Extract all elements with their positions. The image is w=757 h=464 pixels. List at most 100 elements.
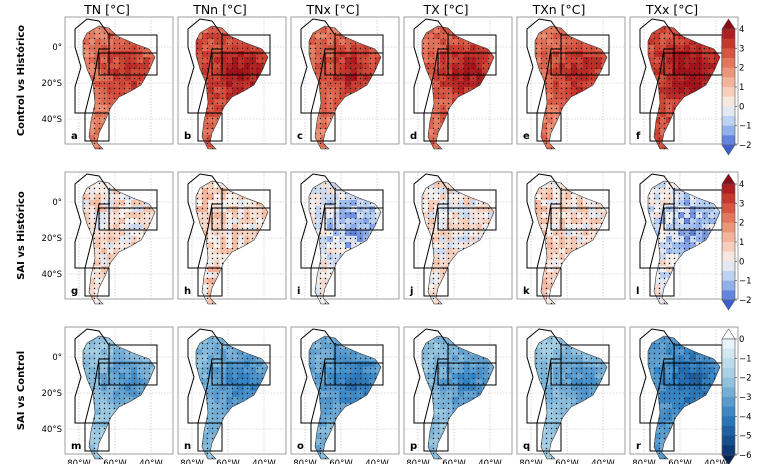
grid-cell <box>113 302 120 304</box>
region-boxes <box>639 18 723 142</box>
grid-cell <box>143 147 150 149</box>
grid-cell <box>250 147 257 149</box>
grid-cell <box>83 302 90 304</box>
grid-cell <box>155 147 161 153</box>
map-panel: m <box>64 326 174 460</box>
map-panel: l <box>629 171 739 305</box>
grid-cell <box>476 147 483 149</box>
lon-tick-label: 60°W <box>216 459 240 464</box>
panel-letter: e <box>523 131 530 142</box>
grid-cell <box>256 147 263 149</box>
grid-cell <box>369 302 376 304</box>
grid-cell <box>577 147 584 149</box>
grid-cell <box>565 147 572 149</box>
column-title: TX [°C] <box>423 2 469 17</box>
panel-letter: h <box>184 286 191 297</box>
column-title: TXx [°C] <box>645 2 698 17</box>
grid-cell <box>357 147 364 149</box>
region-boxes <box>187 328 271 452</box>
map-panel: j <box>403 171 513 305</box>
region-boxes <box>413 18 497 142</box>
map-panel: c <box>290 16 400 150</box>
column-titles: TN [°C] TNn [°C] TNx [°C] TX [°C] TXn [°C] TX… <box>83 2 698 17</box>
grid-cell <box>339 302 346 304</box>
map-panel: p <box>403 326 513 460</box>
region-boxes <box>526 18 610 142</box>
grid-cell <box>494 147 500 153</box>
grid-cell <box>244 302 251 304</box>
grid-cell <box>119 147 126 149</box>
region-boxes <box>300 173 384 297</box>
grid-cell <box>464 147 471 149</box>
grid-cell <box>119 302 126 304</box>
grid-cell <box>559 302 566 304</box>
panel-letter: m <box>71 441 81 452</box>
map-panel: a <box>64 16 174 153</box>
region-boxes <box>413 173 497 297</box>
region-boxes <box>526 173 610 297</box>
grid-cell <box>488 302 494 304</box>
grid-cell <box>583 147 590 149</box>
lat-tick-label: 0° <box>52 198 62 208</box>
grid-cell <box>149 302 155 304</box>
grid-cell <box>684 302 691 304</box>
grid-cell <box>333 147 340 149</box>
map-panel: f <box>629 16 739 150</box>
grid-cell <box>262 302 268 304</box>
grid-cell <box>446 302 453 304</box>
lat-tick-label: 0° <box>52 43 62 53</box>
grid-cell <box>143 302 150 304</box>
grid-cell <box>155 302 161 308</box>
map-panels: a0°20°S40°Sb c d e fg0°20°S40°Sh i j k lm0°20°S4… <box>42 16 739 464</box>
grid-cell <box>535 302 536 304</box>
grid-cell <box>470 302 477 304</box>
grid-cell <box>476 302 483 304</box>
grid-cell <box>125 147 132 149</box>
grid-cell <box>137 302 144 304</box>
grid-cell <box>351 302 358 304</box>
grid-cell <box>83 302 84 304</box>
panel-letter: o <box>297 441 304 452</box>
grid-cell <box>256 302 263 304</box>
grid-cell <box>351 147 358 149</box>
grid-cell <box>196 302 203 304</box>
map-panel: h <box>177 171 287 305</box>
lat-tick-label: 40°S <box>42 115 62 125</box>
grid-cell <box>672 147 679 149</box>
grid-cell <box>422 302 423 304</box>
grid-cell <box>83 147 84 149</box>
lat-tick-label: 20°S <box>42 79 62 89</box>
map-panel: k <box>516 171 626 305</box>
grid-cell <box>678 147 685 149</box>
grid-cell <box>220 147 227 149</box>
grid-cell <box>678 302 685 304</box>
grid-cell <box>309 147 310 149</box>
grid-cell <box>696 147 703 149</box>
grid-cell <box>238 302 245 304</box>
grid-cell <box>577 302 584 304</box>
grid-cell <box>381 302 387 308</box>
panel-letter: c <box>297 131 303 142</box>
lat-tick-label: 0° <box>52 353 62 363</box>
grid-cell <box>422 302 429 304</box>
panel-letter: j <box>409 286 413 297</box>
grid-cell <box>535 302 542 304</box>
grid-cell <box>571 147 578 149</box>
grid-cell <box>714 147 720 149</box>
grid-cell <box>220 302 227 304</box>
grid-cell <box>565 302 572 304</box>
grid-cell <box>422 147 429 149</box>
grid-cell <box>607 147 613 153</box>
grid-cell <box>648 147 655 149</box>
row-label: SAI vs Control <box>16 351 27 430</box>
map-panel: e <box>516 16 626 153</box>
grid-cell <box>702 147 709 149</box>
grid-cell <box>363 147 370 149</box>
grid-cell <box>357 457 364 459</box>
grid-cell <box>131 457 138 459</box>
grid-cell <box>137 147 144 149</box>
grid-cell <box>535 147 536 149</box>
region-boxes <box>300 328 384 452</box>
grid-cell <box>672 302 679 304</box>
